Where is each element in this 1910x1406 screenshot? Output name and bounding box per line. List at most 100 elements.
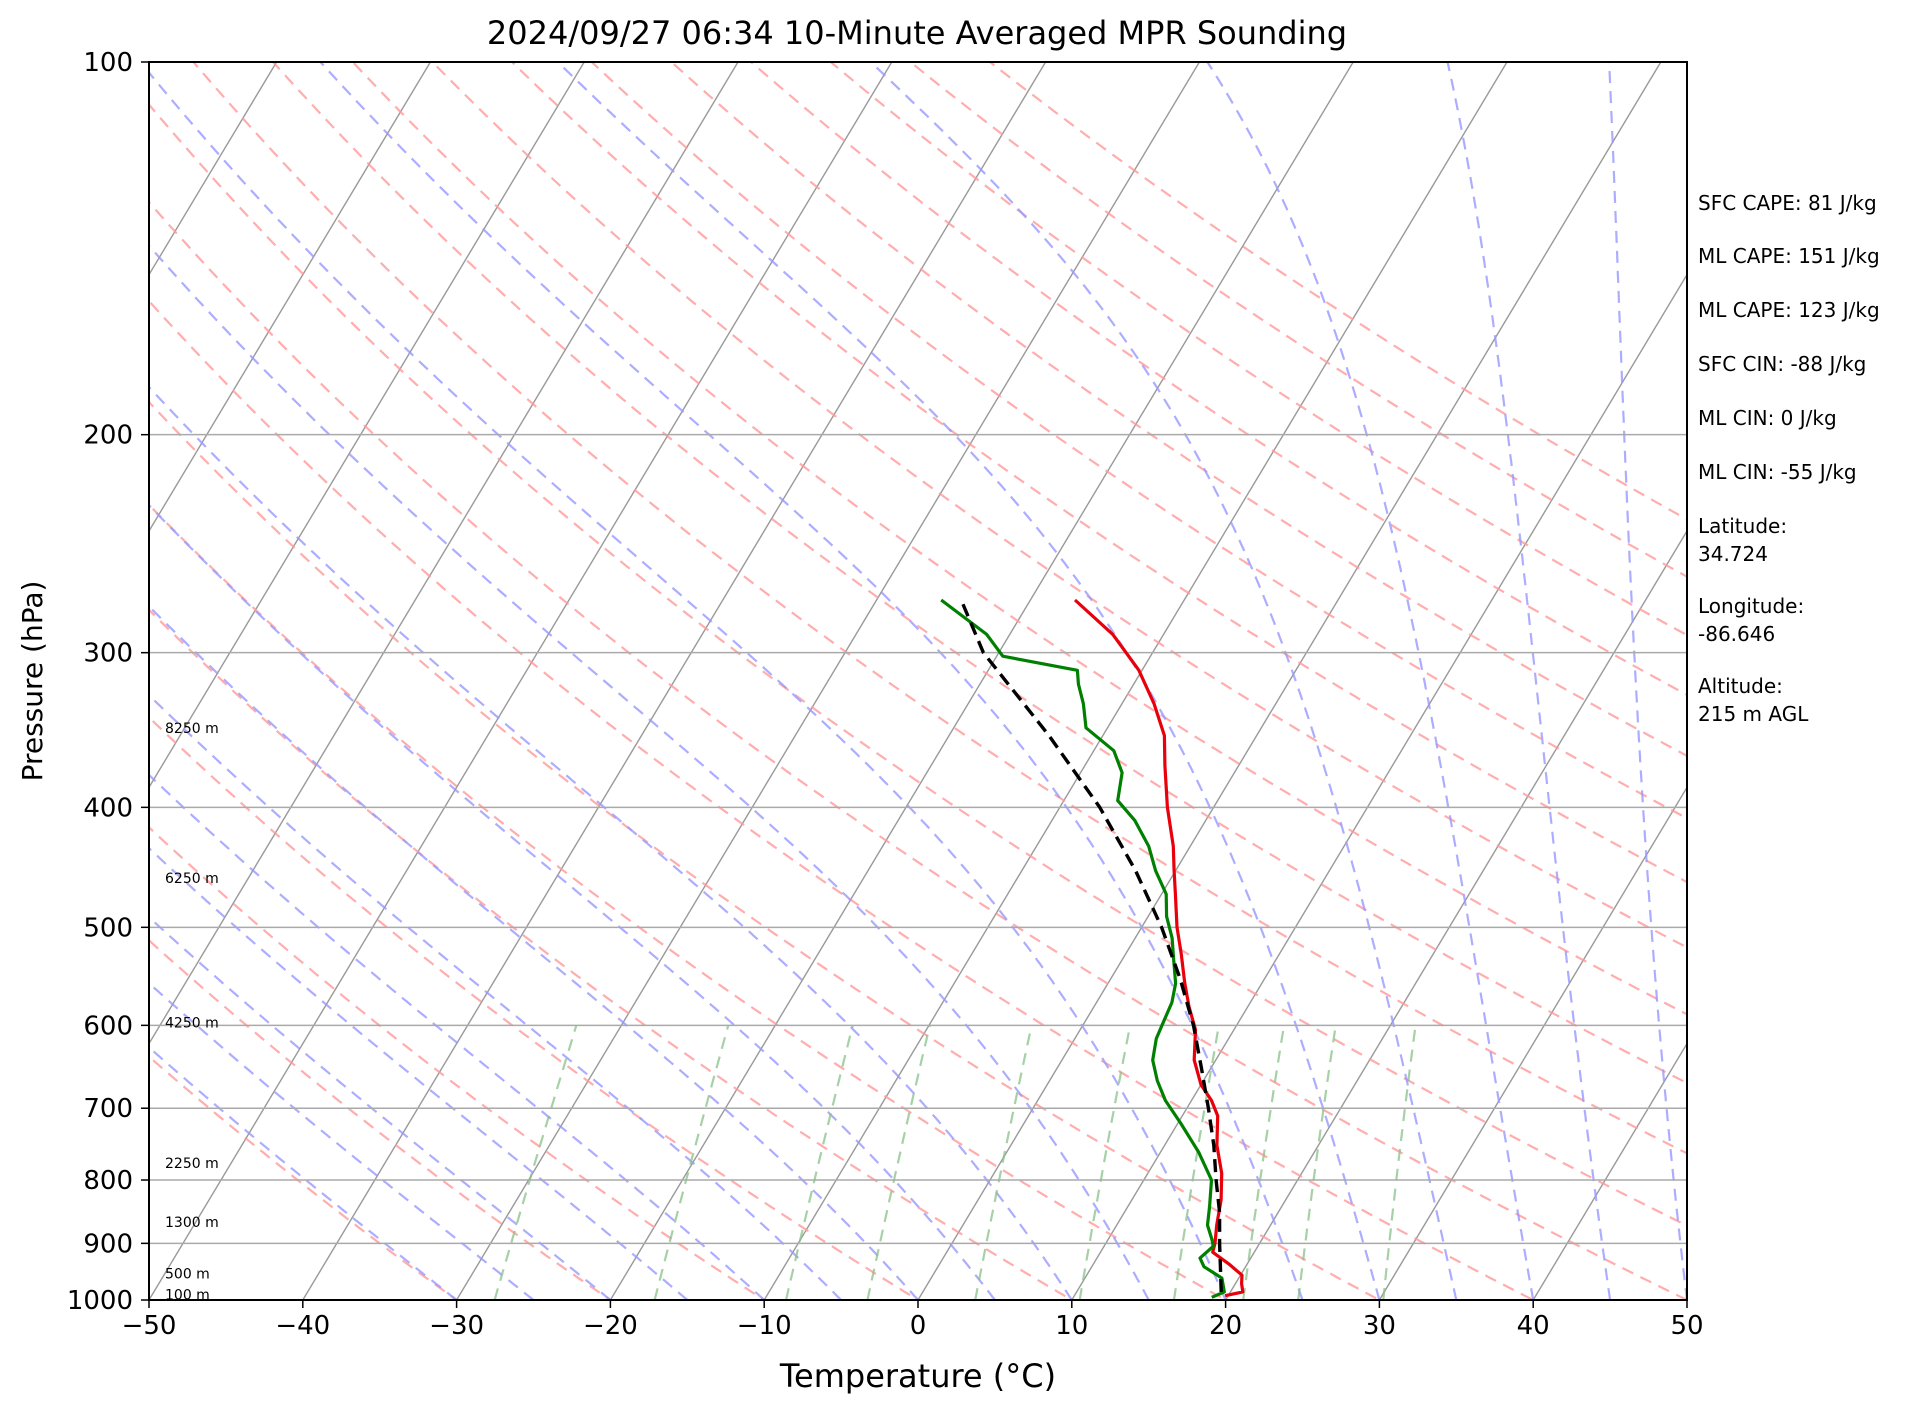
dry-adiabat-line [149,938,613,1300]
x-tick-label: −10 [737,1311,792,1341]
dry-adiabat-line [149,715,921,1300]
isotherm-line [609,62,1354,1300]
dry-adiabat-line [829,62,1687,637]
temperature-profile [1073,598,1245,1298]
moist-adiabat-line [149,693,842,1300]
height-label: 8250 m [165,721,219,737]
isotherm-line [149,62,739,1046]
moist-adiabat-line [1206,62,1535,1300]
isotherm-line [149,62,278,277]
annotation-ml-cin-2: ML CIN: -55 J/kg [1698,460,1857,484]
dry-adiabat-line [669,62,1687,758]
dry-adiabat-line [149,608,1074,1300]
mixing-ratio-line [784,1025,854,1300]
height-label: 4250 m [165,1016,219,1032]
isotherm-line [763,62,1508,1300]
chart-title: 2024/09/27 06:34 10-Minute Averaged MPR … [487,14,1347,52]
mixing-ratio-line [1382,1025,1417,1300]
y-tick-label: 300 [83,639,133,669]
y-tick-label: 100 [83,48,133,78]
moist-adiabat-line [149,846,689,1300]
moist-adiabat-line [319,62,1304,1300]
y-tick-label: 900 [83,1229,133,1259]
height-label: 100 m [165,1288,210,1304]
height-label: 500 m [165,1267,210,1283]
height-label: 1300 m [165,1215,219,1231]
x-tick-label: 10 [1055,1311,1088,1341]
y-tick-label: 800 [83,1166,133,1196]
isotherm-line [1532,1042,1687,1300]
annotation-altitude: Altitude: 215 m AGL [1698,674,1809,726]
plot-frame [148,61,1688,1301]
sounding-profiles [940,598,1245,1299]
mixing-ratio-line [1078,1025,1132,1300]
moist-adiabat-line [1446,62,1612,1300]
y-tick-label: 500 [83,913,133,943]
moist-adiabat-line [149,385,1073,1300]
x-axis-ticks: −50 −40 −30 −20 −10 0 10 20 30 40 50 [122,1300,1704,1341]
annotation-longitude: Longitude: -86.646 [1698,594,1805,646]
dry-adiabats [149,62,1687,1300]
dry-adiabat-line [149,1055,459,1300]
y-tick-label: 700 [83,1094,133,1124]
dry-adiabat-line [510,62,1687,884]
y-tick-label: 1000 [67,1286,133,1316]
isotherm-line [149,62,432,533]
moist-adiabat-line [149,70,1227,1300]
x-tick-label: 0 [910,1311,927,1341]
dry-adiabat-line [430,62,1687,949]
moist-adiabats [149,62,1687,1300]
x-tick-label: 20 [1209,1311,1242,1341]
mixing-ratio-line [493,1025,578,1300]
annotation-ml-cape-1: ML CAPE: 151 J/kg [1698,244,1880,268]
isobars [149,433,1687,1245]
height-label: 2250 m [165,1156,219,1172]
moist-adiabat-line [149,773,765,1300]
moist-adiabat-line [1608,62,1687,1300]
y-axis-ticks: 100 200 300 400 500 600 700 800 900 1000 [67,48,149,1316]
moist-adiabat-line [149,981,535,1300]
mixing-ratio-line [974,1025,1033,1300]
isotherms [149,62,1687,1300]
y-tick-label: 400 [83,793,133,823]
annotation-latitude: Latitude: 34.724 [1698,514,1788,566]
isotherm-line [1071,273,1687,1300]
dry-adiabat-line [908,62,1687,578]
dry-adiabat-line [590,62,1687,820]
parcel-path-profile [959,599,1223,1292]
mixing-ratio-line [1297,1025,1337,1300]
moist-adiabat-line [149,244,1150,1300]
x-tick-label: 50 [1670,1311,1703,1341]
dry-adiabat-line [149,503,1228,1300]
moist-adiabat-line [869,62,1458,1300]
annotation-ml-cape-2: ML CAPE: 123 J/kg [1698,298,1880,322]
y-tick-label: 200 [83,421,133,451]
x-tick-label: −50 [122,1311,177,1341]
moist-adiabat-line [557,62,1381,1300]
isotherm-line [455,62,1201,1300]
x-axis-label: Temperature (°C) [779,1357,1056,1395]
height-label: 6250 m [165,871,219,887]
dry-adiabat-line [149,102,1687,1227]
dry-adiabat-line [149,299,1536,1300]
annotation-sfc-cape: SFC CAPE: 81 J/kg [1698,191,1877,215]
isotherm-line [302,62,1047,1300]
dry-adiabat-line [351,62,1687,1016]
annotation-ml-cin-1: ML CIN: 0 J/kg [1698,406,1837,430]
isotherm-line [1224,529,1687,1300]
moist-adiabat-line [149,915,612,1300]
y-axis-label: Pressure (hPa) [16,581,49,782]
dry-adiabat-line [149,200,1687,1300]
x-tick-label: 30 [1363,1311,1396,1341]
x-tick-label: −40 [275,1311,330,1341]
x-tick-label: −30 [429,1311,484,1341]
dry-adiabat-line [191,62,1687,1155]
isotherm-line [917,62,1662,1300]
dry-adiabat-line [149,400,1382,1300]
isotherm-line [149,62,585,789]
isotherm-line [1378,785,1687,1300]
height-labels: 100 m 500 m 1300 m 2250 m 4250 m 6250 m 8250 m [165,721,219,1304]
x-tick-label: 40 [1517,1311,1550,1341]
dewpoint-profile [940,598,1226,1299]
